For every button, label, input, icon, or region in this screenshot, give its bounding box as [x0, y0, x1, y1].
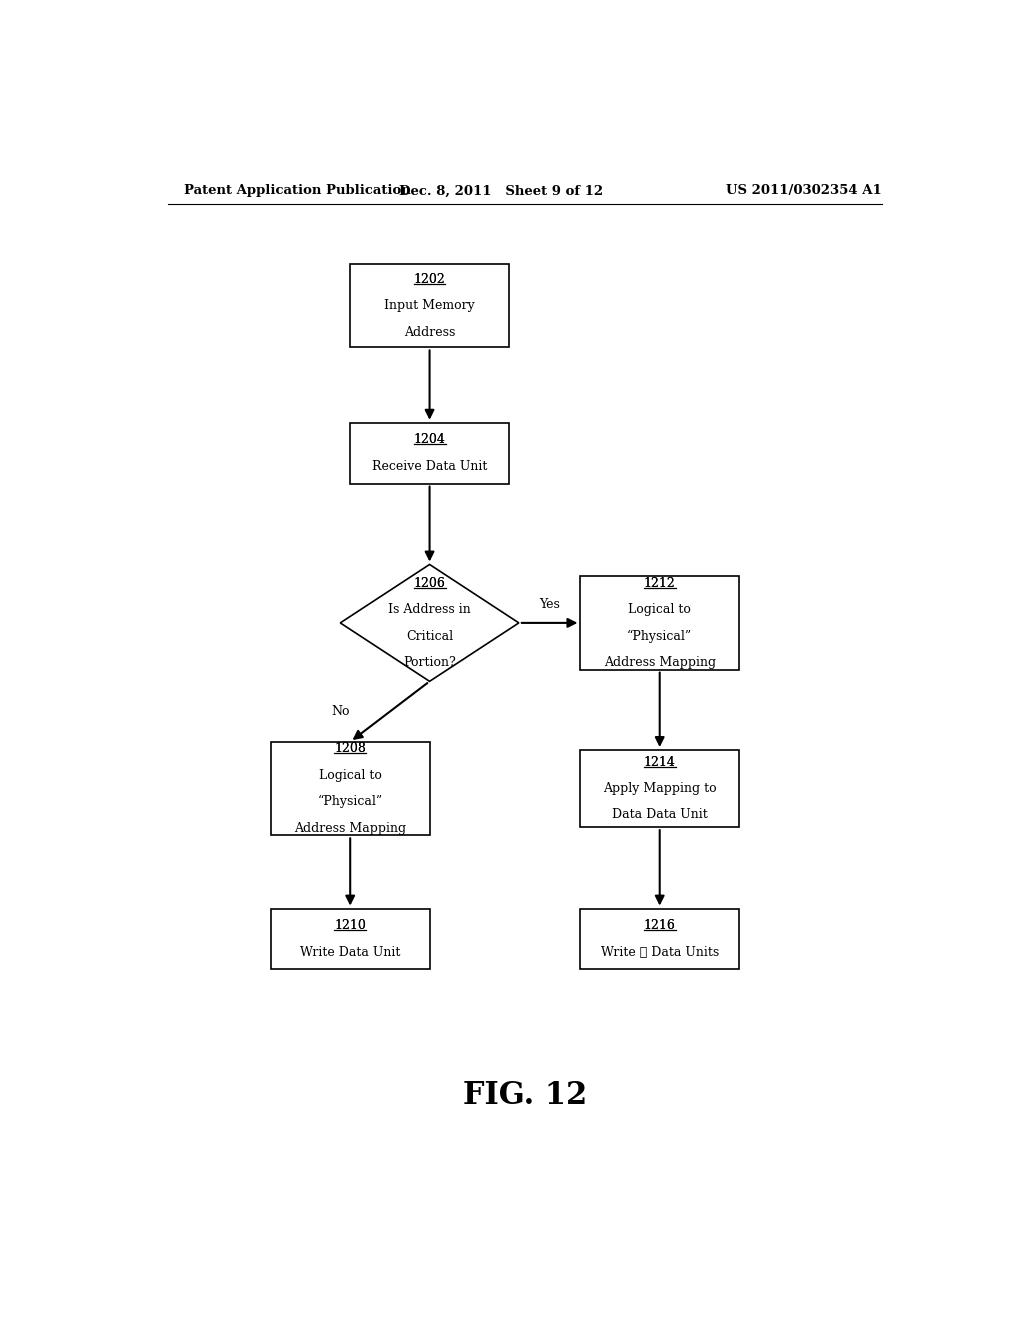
Text: “Physical”: “Physical”	[627, 630, 692, 643]
Text: 1208: 1208	[334, 742, 367, 755]
Bar	[581, 576, 739, 669]
Text: 1216: 1216	[644, 919, 676, 932]
Text: 1212: 1212	[644, 577, 676, 590]
Bar	[350, 422, 509, 483]
Text: Dec. 8, 2011   Sheet 9 of 12: Dec. 8, 2011 Sheet 9 of 12	[399, 185, 603, 198]
Text: 1214: 1214	[644, 755, 676, 768]
Text: Input Memory: Input Memory	[384, 300, 475, 313]
Text: 1206: 1206	[414, 577, 445, 590]
Text: 1204: 1204	[414, 433, 445, 446]
Bar	[581, 750, 739, 828]
Bar	[581, 908, 739, 969]
Text: Write ℓ Data Units: Write ℓ Data Units	[601, 945, 719, 958]
Text: 1216: 1216	[644, 919, 676, 932]
Text: 1210: 1210	[334, 919, 367, 932]
Text: 1204: 1204	[414, 433, 445, 446]
Bar	[270, 908, 430, 969]
Text: Yes: Yes	[540, 598, 560, 611]
Text: Data Data Unit: Data Data Unit	[611, 808, 708, 821]
Polygon shape	[340, 565, 519, 681]
Text: Logical to: Logical to	[629, 603, 691, 616]
Text: 1202: 1202	[414, 273, 445, 286]
Text: 1214: 1214	[644, 755, 676, 768]
Text: 1206: 1206	[414, 577, 445, 590]
Text: “Physical”: “Physical”	[317, 795, 383, 808]
Text: FIG. 12: FIG. 12	[463, 1080, 587, 1111]
Text: Write Data Unit: Write Data Unit	[300, 945, 400, 958]
Text: Portion?: Portion?	[403, 656, 456, 669]
Text: Address Mapping: Address Mapping	[294, 822, 407, 834]
Bar	[350, 264, 509, 347]
Text: 1208: 1208	[334, 742, 367, 755]
Text: US 2011/0302354 A1: US 2011/0302354 A1	[726, 185, 882, 198]
Bar	[270, 742, 430, 836]
Text: Address: Address	[403, 326, 456, 339]
Text: Logical to: Logical to	[318, 768, 382, 781]
Text: Critical: Critical	[406, 630, 454, 643]
Text: 1202: 1202	[414, 273, 445, 286]
Text: No: No	[332, 705, 350, 718]
Text: 1210: 1210	[334, 919, 367, 932]
Text: 1212: 1212	[644, 577, 676, 590]
Text: Patent Application Publication: Patent Application Publication	[183, 185, 411, 198]
Text: Address Mapping: Address Mapping	[604, 656, 716, 669]
Text: Apply Mapping to: Apply Mapping to	[603, 781, 717, 795]
Text: Receive Data Unit: Receive Data Unit	[372, 459, 487, 473]
Text: Is Address in: Is Address in	[388, 603, 471, 616]
